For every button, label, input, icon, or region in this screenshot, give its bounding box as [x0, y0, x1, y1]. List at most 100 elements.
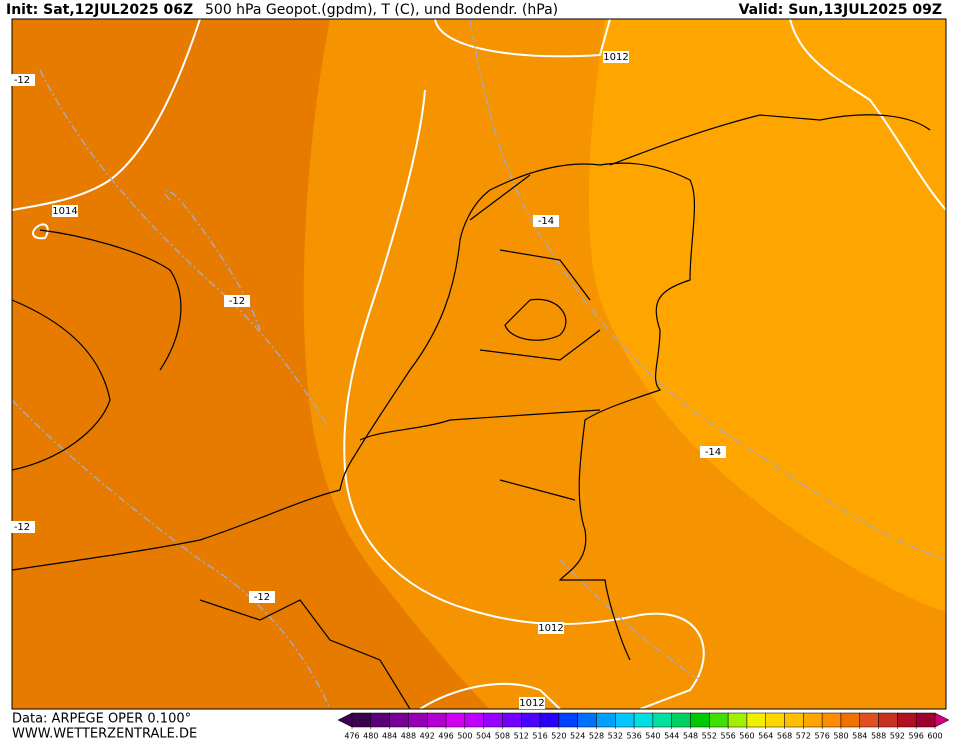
data-source: Data: ARPEGE OPER 0.100°	[12, 712, 191, 727]
colorbar-tick-label: 576	[815, 732, 830, 741]
colorbar-swatch	[539, 712, 560, 728]
colorbar-tick-label: 520	[551, 732, 566, 741]
colorbar-tick-label: 532	[608, 732, 623, 741]
colorbar-tick-label: 564	[758, 732, 773, 741]
colorbar-tick-label: 548	[683, 732, 698, 741]
colorbar-swatch	[803, 712, 823, 728]
map-frame	[11, 18, 947, 710]
contour-label: 1012	[603, 52, 628, 63]
colorbar-tick-label: 600	[927, 732, 942, 741]
contour-label-box	[249, 591, 275, 603]
colorbar-tick-label: 508	[495, 732, 510, 741]
colorbar-tick-label: 496	[438, 732, 453, 741]
colorbar-tick-label: 488	[401, 732, 416, 741]
colorbar-tick-label: 480	[363, 732, 378, 741]
colorbar-tick-label: 552	[702, 732, 717, 741]
colorbar-swatch	[690, 712, 710, 728]
colorbar-swatch	[633, 712, 654, 728]
contour-label-box	[533, 215, 559, 227]
contour-label-box	[52, 205, 78, 217]
contour-label: 1014	[52, 206, 77, 217]
contour-label-box	[700, 446, 726, 458]
colorbar-tick-label: 536	[626, 732, 641, 741]
contour-label-box	[9, 521, 35, 533]
colorbar-swatch	[351, 712, 372, 728]
colorbar-swatch	[878, 712, 898, 728]
colorbar-tick-label: 568	[777, 732, 792, 741]
colorbar-swatch	[502, 712, 522, 728]
colorbar-tick-label: 572	[796, 732, 811, 741]
colorbar-tick-label: 560	[739, 732, 754, 741]
contour-labels: 1012 -12 1014 -14 -12 -14 -12 -12 1012 1012	[9, 51, 726, 709]
colorbar-swatch	[915, 712, 936, 728]
colorbar-tick-label: 584	[852, 732, 867, 741]
isobars	[12, 19, 946, 709]
colorbar-tick-label: 516	[532, 732, 547, 741]
valid-label: Valid: Sun,13JUL2025 09Z	[739, 2, 942, 18]
colorbar-tick-label: 492	[420, 732, 435, 741]
contour-label-box	[519, 697, 545, 709]
colorbar-swatch	[765, 712, 785, 728]
colorbar-tick-label: 596	[909, 732, 924, 741]
isotherms	[12, 19, 946, 709]
colorbar-swatch	[596, 712, 616, 728]
init-label: Init: Sat,12JUL2025 06Z	[6, 2, 193, 18]
colorbar-tick-label: 528	[589, 732, 604, 741]
colorbar-swatch	[671, 712, 691, 728]
map	[11, 18, 947, 710]
colorbar-swatch	[652, 712, 672, 728]
colorbar-swatch	[727, 712, 748, 728]
colorbar-swatch	[859, 712, 879, 728]
colorbar-swatch	[615, 712, 635, 728]
contour-label-box	[538, 622, 564, 634]
contour-label: 1012	[519, 698, 544, 709]
contour-label: -12	[14, 522, 30, 533]
contour-label: 1012	[538, 623, 563, 634]
colorbar-over	[934, 712, 950, 728]
colorbar-tick-label: 476	[344, 732, 359, 741]
website: WWW.WETTERZENTRALE.DE	[12, 727, 197, 741]
colorbar-swatch	[577, 712, 597, 728]
contour-label: -14	[705, 447, 721, 458]
colorbar-tick-label: 512	[514, 732, 529, 741]
contour-label-box	[9, 74, 35, 86]
colorbar-swatch	[746, 712, 766, 728]
colorbar-swatch	[464, 712, 484, 728]
colorbar-swatch	[558, 712, 578, 728]
contour-label: -12	[229, 296, 245, 307]
contour-label-box	[224, 295, 250, 307]
contour-label: -12	[254, 592, 270, 603]
colorbar-tick-label: 484	[382, 732, 397, 741]
colorbar-tick-label: 588	[871, 732, 886, 741]
colorbar-swatch	[445, 712, 466, 728]
colorbar-swatch	[389, 712, 409, 728]
contour-label: -14	[538, 216, 554, 227]
region-light	[588, 19, 946, 612]
colorbar-swatch	[483, 712, 503, 728]
colorbar-tick-label: 592	[890, 732, 905, 741]
colorbar-swatch	[408, 712, 428, 728]
colorbar-under	[337, 712, 353, 728]
colorbar-tick-label: 580	[833, 732, 848, 741]
colorbar-swatch	[897, 712, 917, 728]
colorbar-swatch	[709, 712, 729, 728]
colorbar-tick-label: 540	[645, 732, 660, 741]
colorbar-swatch	[821, 712, 842, 728]
contour-label: -12	[14, 75, 30, 86]
colorbar-tick-label: 504	[476, 732, 491, 741]
colorbar-tick-label: 544	[664, 732, 679, 741]
colorbar-swatch	[840, 712, 861, 728]
borders	[12, 114, 931, 709]
colorbar-swatch	[370, 712, 390, 728]
colorbar-tick-label: 556	[720, 732, 735, 741]
colorbar-swatch	[426, 712, 447, 728]
colorbar-swatch	[784, 712, 804, 728]
map-title: 500 hPa Geopot.(gpdm), T (C), und Bodend…	[205, 2, 558, 18]
colorbar-tick-label: 500	[457, 732, 472, 741]
colorbar-swatch	[521, 712, 541, 728]
contour-label-box	[603, 51, 629, 63]
colorbar: 476 480 484 488 492 496 500 504 508 512 516 520 524 5…	[337, 712, 950, 741]
colorbar-tick-label: 524	[570, 732, 585, 741]
